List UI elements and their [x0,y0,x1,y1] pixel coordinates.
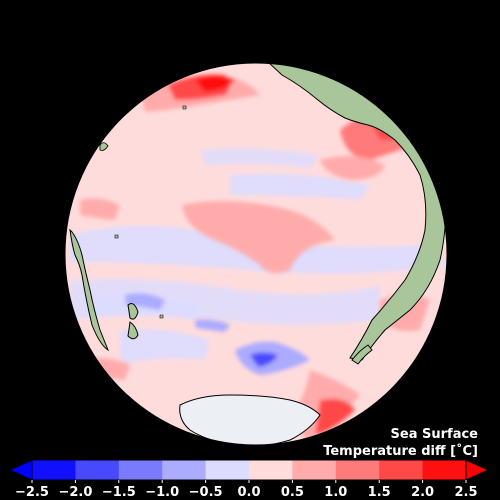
legend-title-line1: Sea Surface [391,426,478,443]
colorbar-block [32,460,76,480]
colorbar-block [379,460,423,480]
island-small-1 [115,235,118,238]
colorbar-block [423,460,467,480]
colorbar-block [162,460,206,480]
colorbar-block [249,460,293,480]
colorbar-tick-label: 2.5 [454,485,477,500]
colorbar-block [292,460,336,480]
island-small-3 [183,106,186,109]
colorbar-tick-label: 1.0 [324,485,347,500]
colorbar-tick-label: −1.5 [102,485,136,500]
colorbar-tick-label: 1.5 [368,485,391,500]
colorbar: −2.5 −2.0 −1.5 −1.0 −0.5 0.0 0.5 1.0 1.5 2.0 2.5 [0,455,500,500]
colorbar-block [336,460,380,480]
colorbar-ticks: −2.5 −2.0 −1.5 −1.0 −0.5 0.0 0.5 1.0 1.5 2.0 2.5 [15,480,477,500]
colorbar-tick-label: 0.0 [237,485,260,500]
colorbar-extend-low [10,460,32,480]
colorbar-tick-label: 2.0 [411,485,434,500]
colorbar-tick-label: −0.5 [189,485,223,500]
colorbar-extend-high [466,460,488,480]
colorbar-tick-label: 0.5 [281,485,304,500]
colorbar-block [206,460,250,480]
island-small-2 [160,315,163,318]
colorbar-tick-label: −1.0 [145,485,179,500]
colorbar-blocks [10,460,488,480]
colorbar-block [119,460,163,480]
colorbar-tick-label: −2.5 [15,485,49,500]
colorbar-tick-label: −2.0 [58,485,92,500]
colorbar-block [75,460,119,480]
